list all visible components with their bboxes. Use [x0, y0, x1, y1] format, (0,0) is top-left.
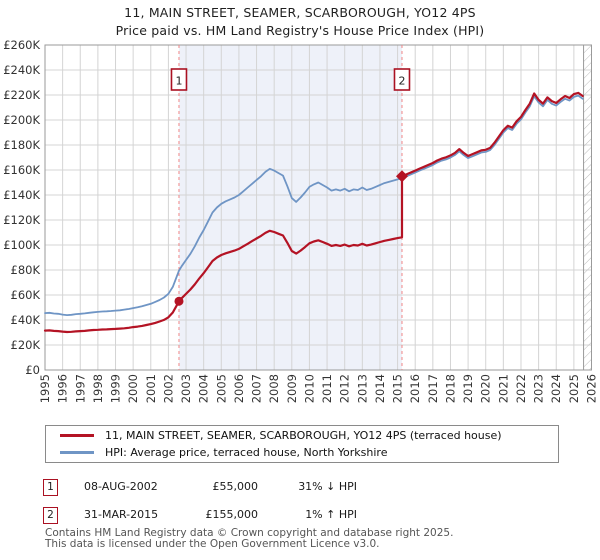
sale-1-hpi-relation: 31% ↓ HPI — [298, 480, 357, 493]
y-tick-label: £120K — [3, 213, 40, 227]
legend: 11, MAIN STREET, SEAMER, SCARBOROUGH, YO… — [45, 425, 559, 463]
y-tick-label: £0 — [25, 363, 40, 377]
x-tick-label: 2011 — [320, 374, 334, 403]
x-tick-label: 2015 — [391, 374, 405, 403]
x-tick-label: 2001 — [144, 374, 158, 403]
x-tick-label: 2018 — [443, 374, 457, 403]
sale-row-2: 2 31-MAR-2015 £155,000 1% ↑ HPI — [0, 507, 600, 525]
page-subtitle: Price paid vs. HM Land Registry's House … — [115, 23, 485, 38]
y-tick-label: £160K — [3, 163, 40, 177]
x-tick-label: 2003 — [179, 374, 193, 403]
no-data-hatch — [583, 45, 592, 370]
x-tick-label: 2006 — [232, 374, 246, 403]
sale-2-price: £155,000 — [205, 508, 259, 521]
x-tick-label: 1999 — [109, 374, 123, 403]
x-tick-label: 2019 — [461, 374, 475, 403]
hpi-line-swatch — [60, 451, 94, 454]
x-tick-label: 2024 — [549, 374, 563, 403]
sale-2-chart-box-label: 2 — [398, 75, 405, 88]
x-tick-label: 2002 — [161, 374, 175, 403]
y-tick-label: £260K — [3, 38, 40, 52]
y-tick-label: £220K — [3, 88, 40, 102]
x-tick-label: 2025 — [567, 374, 581, 403]
x-tick-label: 1996 — [56, 374, 70, 403]
price-chart: £0 £20K £40K £60K £80K £100K £120K £140K £160K £1… — [3, 38, 599, 403]
sale-row-1: 1 08-AUG-2002 £55,000 31% ↓ HPI — [0, 479, 600, 497]
sale-1-price: £55,000 — [212, 480, 259, 493]
y-tick-label: £60K — [11, 288, 41, 302]
plot-border — [44, 44, 592, 371]
y-tick-label: £180K — [3, 138, 40, 152]
y-tick-label: £140K — [3, 188, 40, 202]
x-tick-label: 2014 — [373, 374, 387, 403]
page-title: 11, MAIN STREET, SEAMER, SCARBOROUGH, YO… — [124, 5, 476, 20]
sale-1-date: 08-AUG-2002 — [84, 480, 158, 493]
y-tick-label: £40K — [11, 313, 41, 327]
sale-1-marker — [174, 296, 184, 306]
sale-2-marker — [395, 170, 408, 183]
x-tick-label: 2004 — [197, 374, 211, 403]
sale-1-chart-box-label: 1 — [175, 75, 182, 88]
legend-label-hpi: HPI: Average price, terraced house, Nort… — [105, 446, 388, 459]
x-tick-label: 2020 — [479, 374, 493, 403]
legend-row-hpi: HPI: Average price, terraced house, Nort… — [46, 446, 558, 460]
x-tick-label: 2005 — [214, 374, 228, 403]
x-tick-label: 2000 — [126, 374, 140, 403]
price-line-swatch — [60, 434, 94, 437]
x-tick-label: 2007 — [250, 374, 264, 403]
y-tick-label: £100K — [3, 238, 40, 252]
x-tick-label: 2026 — [585, 374, 599, 403]
x-tick-label: 2017 — [426, 374, 440, 403]
sale-2-chart-box — [393, 68, 411, 91]
attribution-line2: This data is licensed under the Open Gov… — [45, 538, 380, 550]
x-tick-label: 2008 — [267, 374, 281, 403]
x-tick-label: 2023 — [532, 374, 546, 403]
x-tick-label: 2010 — [302, 374, 316, 403]
x-tick-label: 2009 — [285, 374, 299, 403]
attribution: Contains HM Land Registry data © Crown c… — [45, 528, 453, 550]
hpi-line — [44, 94, 584, 317]
legend-row-price: 11, MAIN STREET, SEAMER, SCARBOROUGH, YO… — [46, 429, 558, 443]
x-tick-label: 1997 — [73, 374, 87, 403]
y-tick-label: £80K — [11, 263, 41, 277]
ownership-band — [178, 45, 402, 370]
sale-2-date: 31-MAR-2015 — [84, 508, 159, 521]
y-tick-label: £240K — [3, 63, 40, 77]
x-tick-label: 2022 — [514, 374, 528, 403]
legend-label-price: 11, MAIN STREET, SEAMER, SCARBOROUGH, YO… — [105, 429, 502, 442]
x-tick-label: 2016 — [408, 374, 422, 403]
attribution-line1: Contains HM Land Registry data © Crown c… — [45, 527, 454, 539]
y-tick-label: £20K — [11, 338, 41, 352]
x-tick-label: 1998 — [91, 374, 105, 403]
sale-1-chart-box — [170, 68, 188, 91]
y-tick-label: £200K — [3, 113, 40, 127]
sale-2-hpi-relation: 1% ↑ HPI — [305, 508, 357, 521]
x-tick-label: 2013 — [355, 374, 369, 403]
sale-1-number-box: 1 — [43, 479, 58, 496]
x-tick-label: 1995 — [38, 374, 52, 403]
price-paid-line — [43, 91, 584, 334]
x-tick-label: 2021 — [496, 374, 510, 403]
x-tick-label: 2012 — [338, 374, 352, 403]
sale-2-number-box: 2 — [43, 507, 58, 524]
